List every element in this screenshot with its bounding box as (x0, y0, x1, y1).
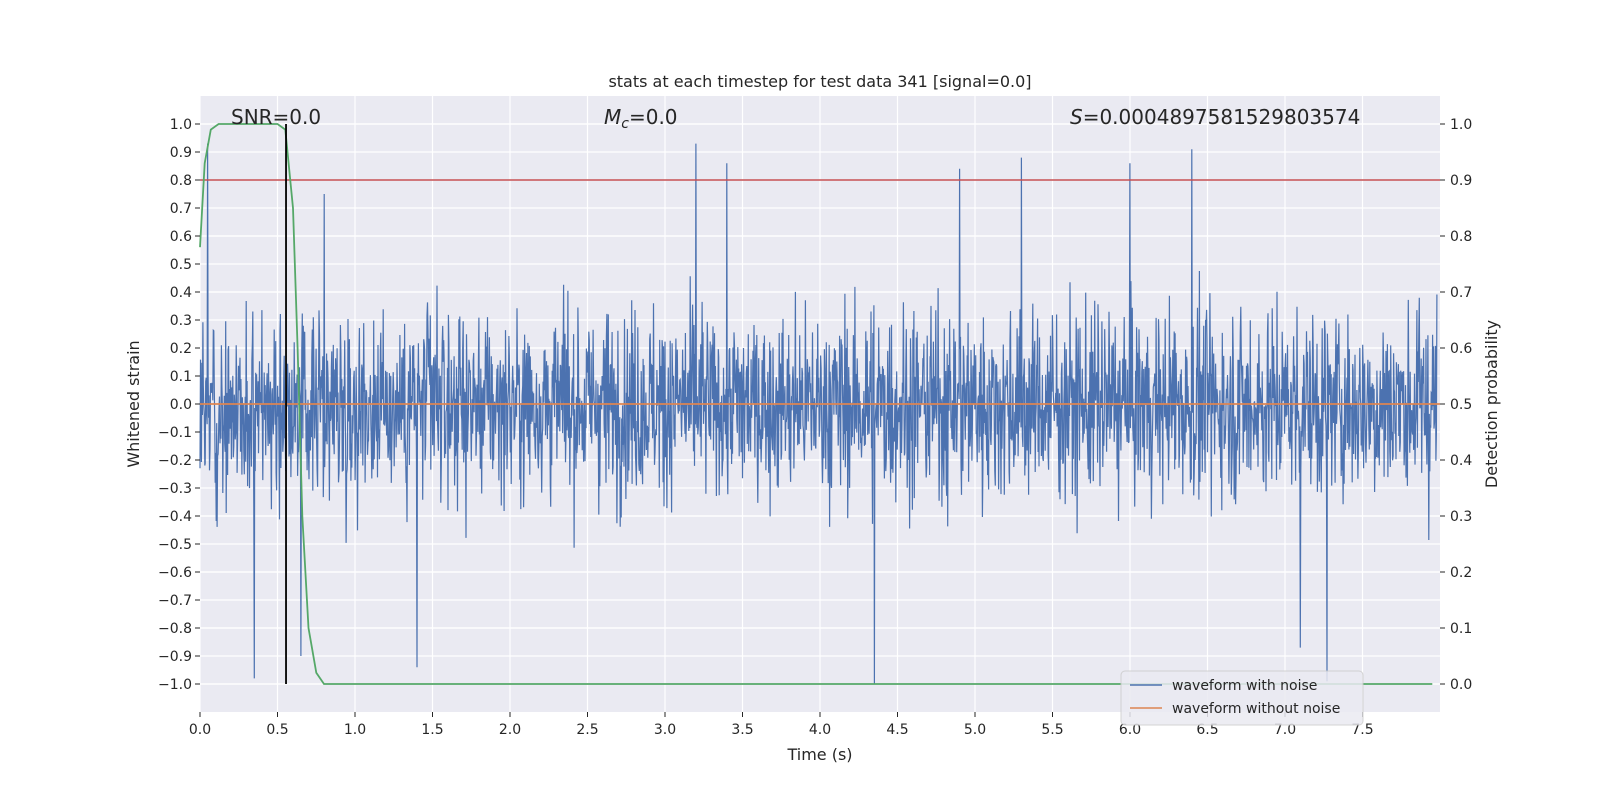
y-tick-label: −0.1 (158, 425, 192, 441)
y-right-tick-label: 0.2 (1450, 565, 1472, 581)
annotation-statistic: S=0.0004897581529803574 (1070, 105, 1360, 129)
x-tick-label: 4.0 (809, 722, 831, 738)
x-tick-label: 0.0 (189, 722, 211, 738)
x-axis-label: Time (s) (786, 745, 852, 764)
y-right-tick-label: 1.0 (1450, 117, 1472, 133)
y-right-tick-label: 0.0 (1450, 677, 1472, 693)
y-right-tick-label: 0.6 (1450, 341, 1472, 357)
x-tick-label: 6.5 (1196, 722, 1218, 738)
y-right-tick-label: 0.3 (1450, 509, 1472, 525)
x-tick-label: 3.0 (654, 722, 676, 738)
y-right-tick-label: 0.7 (1450, 285, 1472, 301)
x-tick-label: 3.5 (731, 722, 753, 738)
y-tick-label: 0.6 (170, 229, 192, 245)
y-right-tick-label: 0.9 (1450, 173, 1472, 189)
chart-title: stats at each timestep for test data 341… (608, 72, 1031, 91)
y-tick-label: −0.7 (158, 593, 192, 609)
x-tick-label: 5.0 (964, 722, 986, 738)
y-tick-label: 0.3 (170, 313, 192, 329)
y-tick-label: 0.0 (170, 397, 192, 413)
series-lines (199, 123, 1440, 685)
y-tick-label: 0.7 (170, 201, 192, 217)
y-tick-label: 0.5 (170, 257, 192, 273)
y-axis-left-ticks: 1.0 0.9 0.8 0.7 0.6 0.5 0.4 0.3 0.2 0.1 0.0 −0.1 −0.… (158, 117, 200, 693)
legend-label-without-noise: waveform without noise (1172, 701, 1340, 717)
y-right-tick-label: 0.5 (1450, 397, 1472, 413)
x-tick-label: 1.0 (344, 722, 366, 738)
y-tick-label: 0.9 (170, 145, 192, 161)
x-axis-ticks: 0.0 0.5 1.0 1.5 2.0 2.5 3.0 3.5 4.0 4.5 5.0 5.5 6.0 6… (189, 712, 1374, 738)
x-tick-label: 7.0 (1274, 722, 1296, 738)
y-tick-label: −0.4 (158, 509, 192, 525)
series-waveform-with-noise (199, 143, 1438, 685)
legend-label-with-noise: waveform with noise (1172, 678, 1317, 694)
y-tick-label: 0.8 (170, 173, 192, 189)
x-tick-label: 0.5 (266, 722, 288, 738)
legend: waveform with noise waveform without noi… (1120, 670, 1364, 726)
y-right-tick-label: 0.4 (1450, 453, 1472, 469)
y-tick-label: −0.6 (158, 565, 192, 581)
y-right-tick-label: 0.8 (1450, 229, 1472, 245)
x-tick-label: 6.0 (1119, 722, 1141, 738)
y-axis-right-label: Detection probability (1482, 320, 1501, 488)
y-axis-right-ticks: 1.0 0.9 0.8 0.7 0.6 0.5 0.4 0.3 0.2 0.1 0.0 (1440, 117, 1472, 693)
y-tick-label: −0.8 (158, 621, 192, 637)
y-tick-label: −0.5 (158, 537, 192, 553)
x-tick-label: 5.5 (1041, 722, 1063, 738)
x-tick-label: 1.5 (421, 722, 443, 738)
y-right-tick-label: 0.1 (1450, 621, 1472, 637)
y-axis-label: Whitened strain (124, 340, 143, 467)
x-tick-label: 4.5 (886, 722, 908, 738)
y-tick-label: −0.9 (158, 649, 192, 665)
y-tick-label: −1.0 (158, 677, 192, 693)
y-tick-label: 0.4 (170, 285, 192, 301)
x-tick-label: 2.0 (499, 722, 521, 738)
y-tick-label: −0.3 (158, 481, 192, 497)
y-tick-label: 0.1 (170, 369, 192, 385)
legend-box (1120, 670, 1364, 726)
y-tick-label: 0.2 (170, 341, 192, 357)
y-tick-label: −0.2 (158, 453, 192, 469)
annotation-chirp-mass: Mc=0.0 (604, 105, 678, 132)
y-tick-label: 1.0 (170, 117, 192, 133)
detection-probability-line (199, 123, 1433, 685)
annotation-snr: SNR=0.0 (231, 105, 321, 129)
waveform-with-noise-line (199, 143, 1438, 685)
x-tick-label: 2.5 (576, 722, 598, 738)
x-tick-label: 7.5 (1351, 722, 1373, 738)
